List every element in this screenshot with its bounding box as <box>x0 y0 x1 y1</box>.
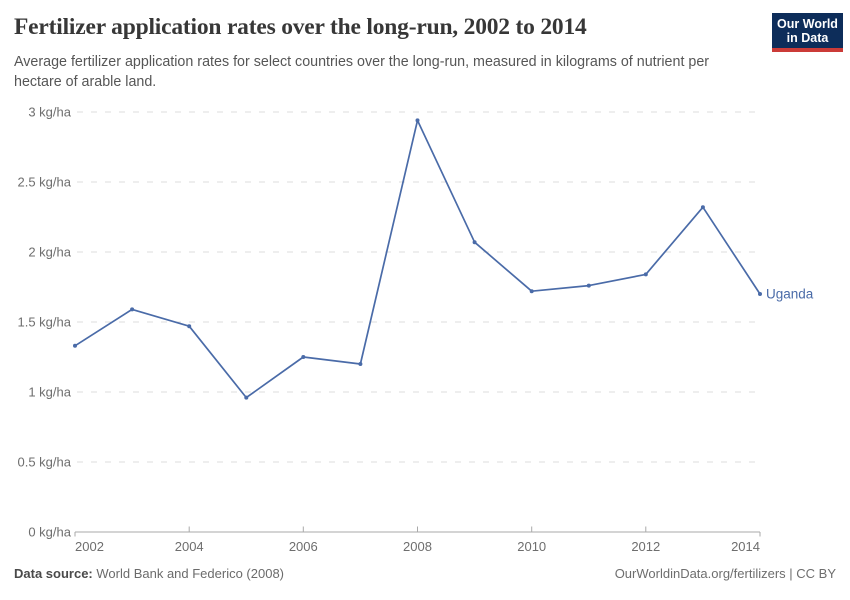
data-point[interactable] <box>187 324 192 329</box>
data-point[interactable] <box>758 292 762 296</box>
x-axis-tick-label: 2004 <box>175 539 204 554</box>
data-point[interactable] <box>472 240 477 245</box>
data-line-uganda[interactable] <box>74 119 761 399</box>
owid-logo-line2: in Data <box>786 31 829 45</box>
y-axis-tick-label: 0.5 kg/ha <box>18 455 72 470</box>
data-source-label: Data source: <box>14 566 93 581</box>
chart-footer: Data source: World Bank and Federico (20… <box>14 566 836 581</box>
data-point[interactable] <box>301 355 306 359</box>
data-point[interactable] <box>700 205 705 210</box>
y-axis-tick-label: 2.5 kg/ha <box>18 175 72 190</box>
chart-title: Fertilizer application rates over the lo… <box>14 14 587 40</box>
x-axis-tick-label: 2010 <box>517 539 546 554</box>
credit-link[interactable]: OurWorldinData.org/fertilizers | CC BY <box>614 566 836 581</box>
data-point[interactable] <box>529 289 534 294</box>
y-axis-tick-label: 1.5 kg/ha <box>18 315 72 330</box>
y-axis-tick-label: 1 kg/ha <box>28 385 71 400</box>
series-label-uganda[interactable]: Uganda <box>766 287 814 302</box>
owid-logo-line1: Our World <box>777 17 838 31</box>
y-axis-tick-label: 2 kg/ha <box>28 245 71 260</box>
x-axis-tick-label: 2008 <box>403 539 432 554</box>
data-source-text: World Bank and Federico (2008) <box>96 566 285 581</box>
data-point[interactable] <box>358 362 363 366</box>
plot-area: 0 kg/ha 0.5 kg/ha 1 kg/ha 1.5 kg/ha 2 kg/ha 2… <box>0 95 850 565</box>
data-point[interactable] <box>586 283 591 288</box>
data-point[interactable] <box>415 118 420 123</box>
data-point[interactable] <box>643 272 648 277</box>
owid-logo: Our World in Data <box>772 13 843 52</box>
chart-svg: 0 kg/ha 0.5 kg/ha 1 kg/ha 1.5 kg/ha 2 kg/ha 2… <box>18 105 814 555</box>
data-point[interactable] <box>130 307 135 312</box>
data-source-note: Data source: World Bank and Federico (20… <box>14 566 284 581</box>
x-axis-tick-label: 2012 <box>631 539 660 554</box>
data-point[interactable] <box>73 343 77 348</box>
y-axis-tick-label: 3 kg/ha <box>28 105 71 120</box>
x-axis-tick-label: 2002 <box>75 539 104 554</box>
chart-subtitle: Average fertilizer application rates for… <box>14 54 710 90</box>
x-axis-tick-label: 2014 <box>731 539 760 554</box>
y-axis-tick-label: 0 kg/ha <box>28 525 71 540</box>
data-point[interactable] <box>244 395 249 400</box>
x-axis-tick-label: 2006 <box>289 539 318 554</box>
